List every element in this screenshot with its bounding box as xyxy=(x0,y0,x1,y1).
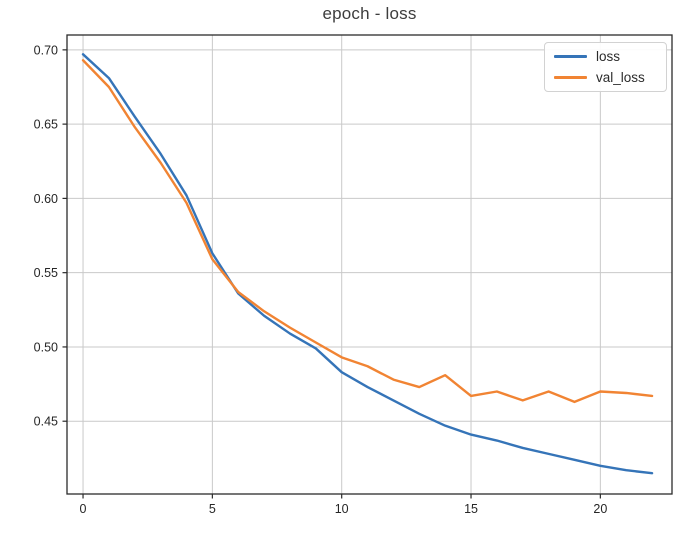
x-tick-label: 5 xyxy=(209,502,216,516)
chart-title: epoch - loss xyxy=(322,4,417,23)
legend-item-val-loss: val_loss xyxy=(545,71,666,85)
y-tick-label: 0.60 xyxy=(34,192,58,206)
legend-item-loss: loss xyxy=(545,50,666,64)
series-line-loss xyxy=(81,53,654,475)
series-line-val_loss xyxy=(81,59,654,404)
legend-label-val-loss: val_loss xyxy=(596,69,645,85)
legend: loss val_loss xyxy=(544,42,667,92)
legend-label-loss: loss xyxy=(596,48,621,64)
x-tick-label: 20 xyxy=(593,502,607,516)
y-tick-label: 0.45 xyxy=(34,415,58,429)
legend-swatch-loss xyxy=(554,55,587,58)
x-tick-label: 10 xyxy=(335,502,349,516)
y-tick-label: 0.50 xyxy=(34,340,58,354)
legend-swatch-val-loss xyxy=(554,76,587,79)
x-tick-label: 15 xyxy=(464,502,478,516)
x-tick-label: 0 xyxy=(80,502,87,516)
y-tick-label: 0.70 xyxy=(34,43,58,57)
y-tick-label: 0.65 xyxy=(34,118,58,132)
plot-border xyxy=(66,34,673,495)
y-tick-label: 0.55 xyxy=(34,266,58,280)
